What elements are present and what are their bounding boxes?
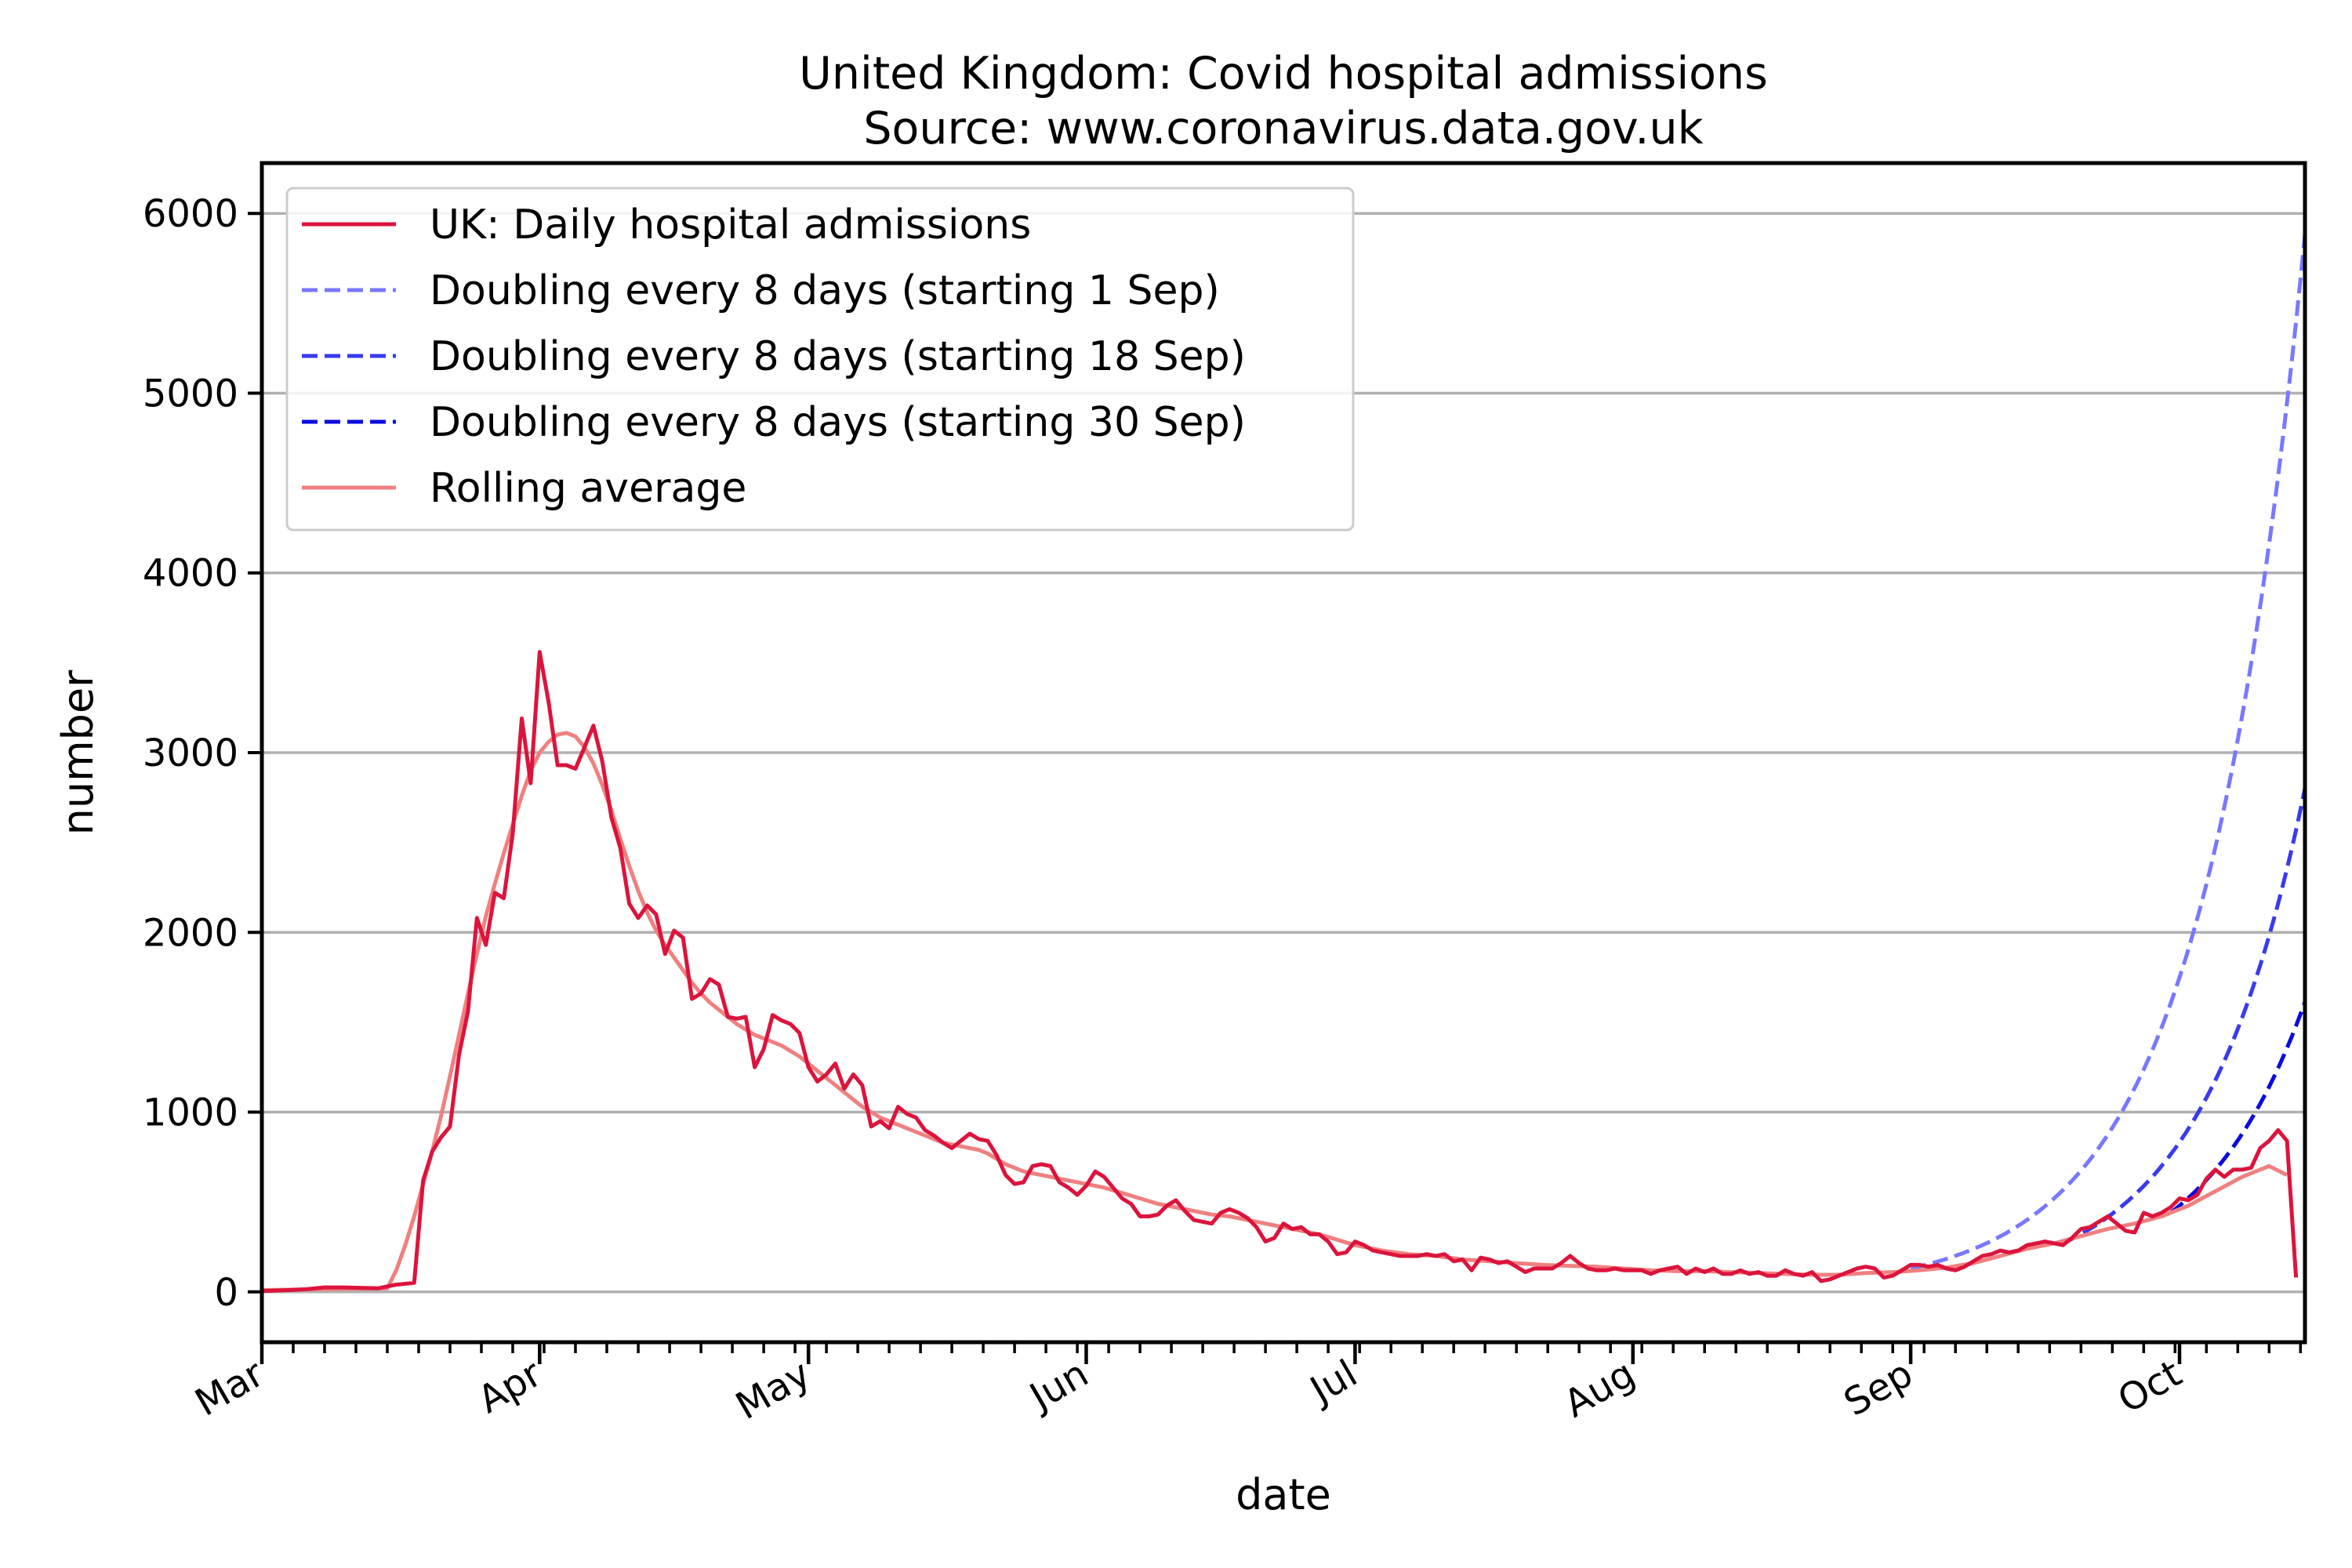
x-tick-label-may: May <box>728 1352 818 1428</box>
y-axis-ticks: 0 1000 2000 3000 4000 5000 6000 <box>143 192 262 1315</box>
chart-title: United Kingdom: Covid hospital admission… <box>799 48 1768 100</box>
x-tick-label-sep: Sep <box>1837 1352 1920 1425</box>
legend-label-2: Doubling every 8 days (starting 18 Sep) <box>430 333 1246 380</box>
x-axis-ticks: Mar Apr May Jun Jul Aug Sep Oct <box>188 1342 2303 1428</box>
y-tick-label-0: 0 <box>214 1271 238 1315</box>
legend-box <box>285 187 1355 532</box>
series-line-2 <box>2062 788 2307 1246</box>
x-tick-label-apr: Apr <box>470 1352 549 1422</box>
series-line-1 <box>1910 234 2307 1271</box>
series-line-4 <box>261 731 2288 1292</box>
legend-label-0: UK: Daily hospital admissions <box>430 201 1031 249</box>
x-tick-label-oct: Oct <box>2111 1352 2189 1422</box>
y-tick-label-2000: 2000 <box>143 911 238 955</box>
series-line-0 <box>261 650 2299 1294</box>
legend: UK: Daily hospital admissions Doubling ev… <box>285 187 1355 532</box>
x-tick-label-aug: Aug <box>1557 1352 1642 1426</box>
y-tick-label-3000: 3000 <box>143 731 238 775</box>
x-axis-label: date <box>1236 1470 1331 1519</box>
y-tick-label-1000: 1000 <box>143 1091 238 1135</box>
series-line-3 <box>2169 1000 2307 1214</box>
y-axis-label: number <box>53 670 103 836</box>
legend-label-4: Rolling average <box>430 465 746 512</box>
x-tick-label-jun: Jun <box>1021 1352 1096 1420</box>
chart-subtitle: Source: www.coronavirus.data.gov.uk <box>863 103 1703 154</box>
y-tick-label-6000: 6000 <box>143 192 238 236</box>
y-tick-label-5000: 5000 <box>143 372 238 416</box>
plot-series <box>261 234 2307 1294</box>
legend-label-3: Doubling every 8 days (starting 30 Sep) <box>430 399 1246 446</box>
y-tick-label-4000: 4000 <box>143 552 238 596</box>
x-tick-label-mar: Mar <box>188 1352 272 1425</box>
legend-label-1: Doubling every 8 days (starting 1 Sep) <box>430 267 1220 314</box>
